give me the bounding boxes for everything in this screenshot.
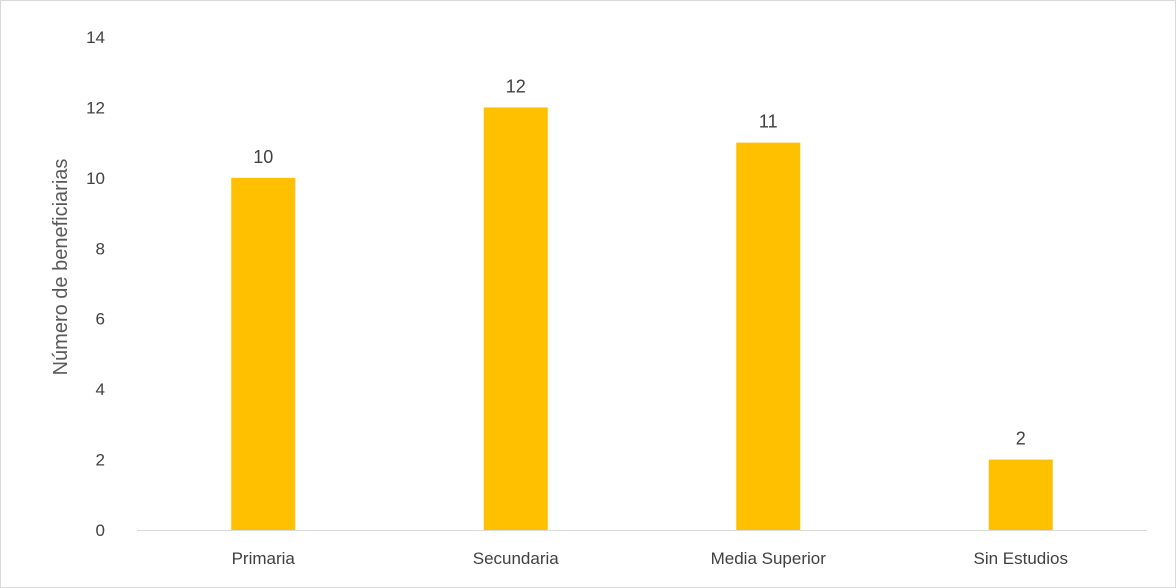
bars [231, 107, 1053, 530]
y-tick-label: 8 [96, 239, 105, 258]
y-axis-title: Número de beneficiarias [50, 159, 72, 376]
y-tick-label: 12 [86, 98, 105, 117]
bar-media-superior [736, 142, 801, 530]
x-category-label: Primaria [232, 549, 296, 568]
data-label: 10 [253, 147, 273, 167]
y-tick-label: 6 [96, 310, 105, 329]
x-axis-category-labels: Primaria Secundaria Media Superior Sin Estu… [232, 549, 1068, 568]
data-label: 12 [506, 76, 526, 96]
y-tick-label: 2 [96, 451, 105, 470]
y-tick-label: 0 [96, 521, 105, 540]
y-tick-label: 4 [96, 380, 105, 399]
data-label: 11 [759, 112, 778, 132]
x-category-label: Sin Estudios [974, 549, 1069, 568]
bar-secundaria [483, 107, 548, 530]
data-labels: 10 12 11 2 [253, 76, 1026, 448]
y-tick-label: 14 [86, 28, 105, 47]
bar-primaria [231, 177, 296, 530]
data-label: 2 [1016, 429, 1026, 449]
x-category-label: Secundaria [473, 549, 560, 568]
y-axis-ticks: 0 2 4 6 8 10 12 14 [86, 28, 105, 540]
y-tick-label: 10 [86, 169, 105, 188]
bar-sin-estudios [988, 459, 1053, 530]
x-category-label: Media Superior [711, 549, 827, 568]
